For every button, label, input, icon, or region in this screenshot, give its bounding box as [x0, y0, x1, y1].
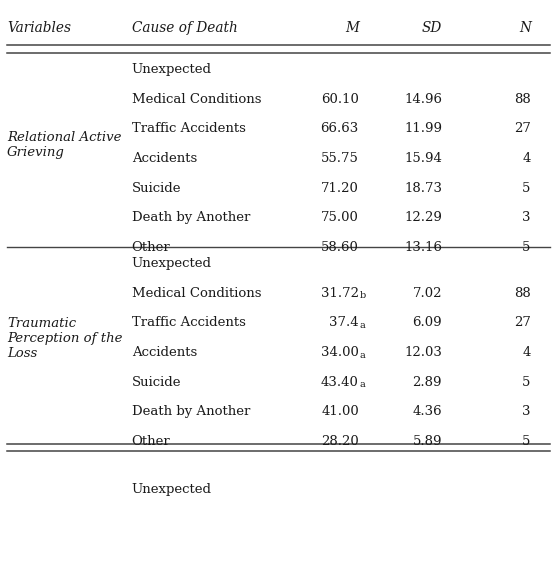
Text: SD: SD	[422, 21, 442, 36]
Text: Accidents: Accidents	[131, 346, 197, 359]
Text: 5: 5	[522, 182, 531, 195]
Text: Death by Another: Death by Another	[131, 211, 250, 224]
Text: 60.10: 60.10	[321, 93, 359, 105]
Text: 11.99: 11.99	[404, 122, 442, 135]
Text: 88: 88	[514, 93, 531, 105]
Text: a: a	[359, 380, 365, 390]
Text: Unexpected: Unexpected	[131, 483, 212, 496]
Text: Suicide: Suicide	[131, 182, 181, 195]
Text: Accidents: Accidents	[131, 152, 197, 165]
Text: Death by Another: Death by Another	[131, 406, 250, 418]
Text: M: M	[345, 21, 359, 36]
Text: b: b	[359, 292, 365, 300]
Text: 6.09: 6.09	[412, 316, 442, 329]
Text: Relational Active
Grieving: Relational Active Grieving	[7, 131, 121, 159]
Text: Other: Other	[131, 241, 170, 254]
Text: 4: 4	[522, 346, 531, 359]
Text: Unexpected: Unexpected	[131, 257, 212, 270]
Text: Traumatic
Perception of the
Loss: Traumatic Perception of the Loss	[7, 317, 123, 360]
Text: 5: 5	[522, 376, 531, 389]
Text: 43.40: 43.40	[321, 376, 359, 389]
Text: 31.72: 31.72	[321, 287, 359, 300]
Text: 41.00: 41.00	[321, 406, 359, 418]
Text: 15.94: 15.94	[404, 152, 442, 165]
Text: Unexpected: Unexpected	[131, 63, 212, 76]
Text: 27: 27	[514, 122, 531, 135]
Text: 27: 27	[514, 316, 531, 329]
Text: Cause of Death: Cause of Death	[131, 21, 237, 36]
Text: a: a	[359, 351, 365, 360]
Text: 88: 88	[514, 287, 531, 300]
Text: 3: 3	[522, 406, 531, 418]
Text: 12.03: 12.03	[404, 346, 442, 359]
Text: 5: 5	[522, 435, 531, 448]
Text: 66.63: 66.63	[321, 122, 359, 135]
Text: 3: 3	[522, 211, 531, 224]
Text: Traffic Accidents: Traffic Accidents	[131, 316, 246, 329]
Text: 4.36: 4.36	[412, 406, 442, 418]
Text: N: N	[519, 21, 531, 36]
Text: 75.00: 75.00	[321, 211, 359, 224]
Text: Medical Conditions: Medical Conditions	[131, 93, 261, 105]
Text: 5: 5	[522, 241, 531, 254]
Text: Suicide: Suicide	[131, 376, 181, 389]
Text: 34.00: 34.00	[321, 346, 359, 359]
Text: Other: Other	[131, 435, 170, 448]
Text: 18.73: 18.73	[404, 182, 442, 195]
Text: 13.16: 13.16	[404, 241, 442, 254]
Text: a: a	[359, 321, 365, 330]
Text: 2.89: 2.89	[413, 376, 442, 389]
Text: 4: 4	[522, 152, 531, 165]
Text: 37.4: 37.4	[329, 316, 359, 329]
Text: 14.96: 14.96	[404, 93, 442, 105]
Text: 7.02: 7.02	[413, 287, 442, 300]
Text: Variables: Variables	[7, 21, 71, 36]
Text: 12.29: 12.29	[404, 211, 442, 224]
Text: 55.75: 55.75	[321, 152, 359, 165]
Text: Traffic Accidents: Traffic Accidents	[131, 122, 246, 135]
Text: 71.20: 71.20	[321, 182, 359, 195]
Text: 28.20: 28.20	[321, 435, 359, 448]
Text: 5.89: 5.89	[413, 435, 442, 448]
Text: 58.60: 58.60	[321, 241, 359, 254]
Text: Medical Conditions: Medical Conditions	[131, 287, 261, 300]
